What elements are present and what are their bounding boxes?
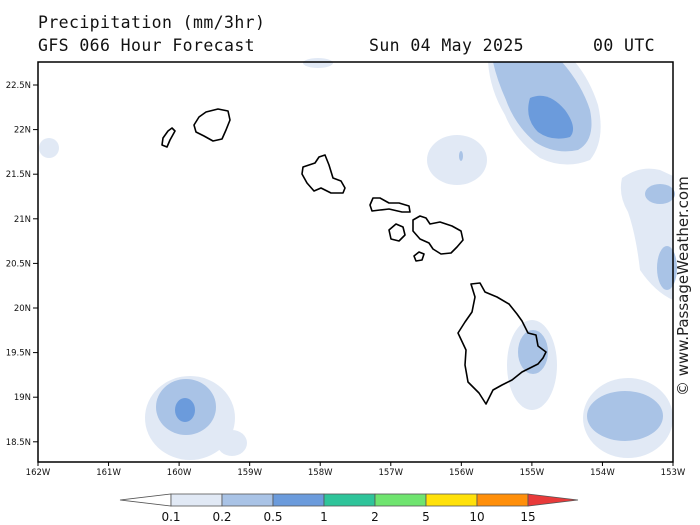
lat-label: 18.5N [6, 438, 31, 448]
island-molokai [369, 197, 411, 213]
forecast-time: 00 UTC [593, 36, 656, 55]
forecast-date: Sun 04 May 2025 [369, 36, 525, 55]
legend-swatch [170, 493, 223, 507]
precip-area-heavy [528, 95, 574, 139]
island-maui [412, 215, 464, 255]
legend-label: 2 [371, 510, 379, 524]
precip-areas [39, 58, 677, 460]
legend-label: 0.5 [263, 510, 282, 524]
lon-label: 153W [661, 468, 686, 478]
legend-label: 5 [422, 510, 430, 524]
legend-swatch [476, 493, 529, 507]
lat-label: 19N [14, 393, 31, 403]
legend-swatch [221, 493, 274, 507]
map-title: Precipitation (mm/3hr) [38, 13, 266, 32]
lat-label: 22.5N [6, 81, 31, 91]
lat-label: 20N [14, 304, 31, 314]
latitude-axis: 22.5N 22N 21.5N 21N 20.5N 20N 19.5N 19N 18.5N [6, 81, 38, 448]
precip-area-light [217, 430, 247, 456]
precip-area-light [303, 58, 333, 68]
island-kahoolawe [413, 251, 425, 262]
legend-swatch [374, 493, 427, 507]
lon-label: 161W [96, 468, 121, 478]
map-frame [37, 61, 674, 463]
lon-label: 156W [449, 468, 474, 478]
precip-legend: 0.1 0.2 0.5 1 2 5 10 15 [119, 493, 579, 524]
precip-area-medium [645, 184, 675, 204]
lat-label: 22N [14, 126, 31, 136]
lon-label: 160W [167, 468, 192, 478]
lon-label: 162W [26, 468, 51, 478]
legend-labels: 0.1 0.2 0.5 1 2 5 10 15 [161, 510, 535, 524]
precip-area-medium [657, 246, 677, 290]
legend-label: 15 [520, 510, 535, 524]
precip-area-light [39, 138, 59, 158]
precipitation-map: 22.5N 22N 21.5N 21N 20.5N 20N 19.5N 19N 18.5N 16… [6, 58, 686, 478]
precip-area-heavy [175, 398, 195, 422]
legend-label: 0.2 [212, 510, 231, 524]
lat-label: 20.5N [6, 259, 31, 269]
lat-label: 19.5N [6, 349, 31, 359]
island-lanai [388, 223, 406, 242]
legend-swatch [425, 493, 478, 507]
island-niihau [161, 127, 176, 148]
precip-area-light [427, 135, 487, 185]
precip-area-medium [587, 391, 663, 441]
legend-swatch [323, 493, 376, 507]
legend-label: 1 [320, 510, 328, 524]
island-coastlines [161, 108, 547, 405]
lon-label: 158W [308, 468, 333, 478]
island-oahu [301, 154, 346, 194]
legend-label: 0.1 [161, 510, 180, 524]
legend-swatch-above [527, 493, 579, 507]
credit-text: © www.PassageWeather.com [674, 176, 692, 396]
lon-label: 159W [237, 468, 262, 478]
lon-label: 154W [590, 468, 615, 478]
lon-label: 157W [378, 468, 403, 478]
lon-label: 155W [520, 468, 545, 478]
lat-label: 21.5N [6, 170, 31, 180]
precip-area-medium [459, 151, 463, 161]
precip-area-medium [518, 330, 548, 374]
legend-label: 10 [469, 510, 484, 524]
legend-swatch-below [119, 493, 172, 507]
island-kauai [193, 108, 231, 142]
legend-bar [119, 493, 579, 507]
forecast-label: GFS 066 Hour Forecast [38, 36, 256, 55]
lat-label: 21N [14, 215, 31, 225]
island-hawaii [457, 282, 547, 405]
credit-watermark: © www.PassageWeather.com [674, 176, 692, 396]
longitude-axis: 162W 161W 160W 159W 158W 157W 156W 155W 154W 153W [26, 462, 686, 478]
legend-swatch [272, 493, 325, 507]
